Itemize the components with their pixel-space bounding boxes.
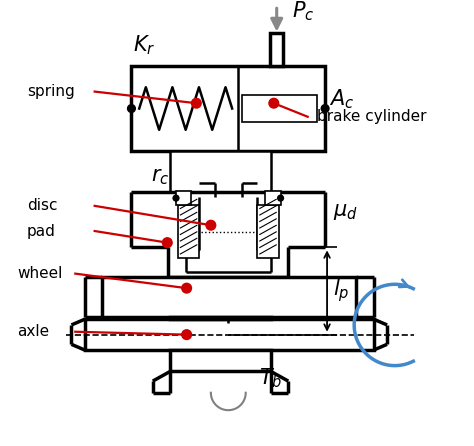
Bar: [170, 350, 271, 372]
Text: $\mu_d$: $\mu_d$: [333, 202, 358, 222]
Circle shape: [269, 99, 279, 108]
Text: brake cylinder: brake cylinder: [318, 109, 427, 124]
Text: $P_c$: $P_c$: [292, 0, 315, 23]
Bar: [270, 33, 283, 66]
Circle shape: [128, 105, 135, 112]
Text: $K_r$: $K_r$: [133, 33, 156, 57]
Bar: [257, 205, 279, 258]
Bar: [176, 191, 191, 205]
Circle shape: [163, 238, 172, 248]
Text: $A_c$: $A_c$: [329, 87, 354, 111]
Bar: [242, 95, 318, 122]
Text: wheel: wheel: [17, 266, 63, 281]
Circle shape: [206, 220, 216, 230]
Text: $l_p$: $l_p$: [333, 278, 349, 305]
Circle shape: [182, 283, 191, 293]
Bar: [178, 205, 199, 258]
Bar: [265, 191, 281, 205]
Text: $r_c$: $r_c$: [151, 167, 169, 187]
Bar: [85, 319, 374, 350]
Bar: [170, 317, 271, 319]
Circle shape: [321, 105, 329, 112]
Circle shape: [191, 99, 201, 108]
Bar: [102, 277, 356, 317]
Text: pad: pad: [27, 223, 56, 239]
Bar: [131, 66, 325, 151]
Text: axle: axle: [17, 324, 49, 339]
Circle shape: [173, 195, 179, 201]
Text: spring: spring: [27, 84, 74, 99]
Text: disc: disc: [27, 198, 57, 213]
Text: $T_b$: $T_b$: [259, 367, 283, 390]
Circle shape: [182, 330, 191, 339]
Circle shape: [278, 195, 283, 201]
Bar: [170, 151, 271, 192]
